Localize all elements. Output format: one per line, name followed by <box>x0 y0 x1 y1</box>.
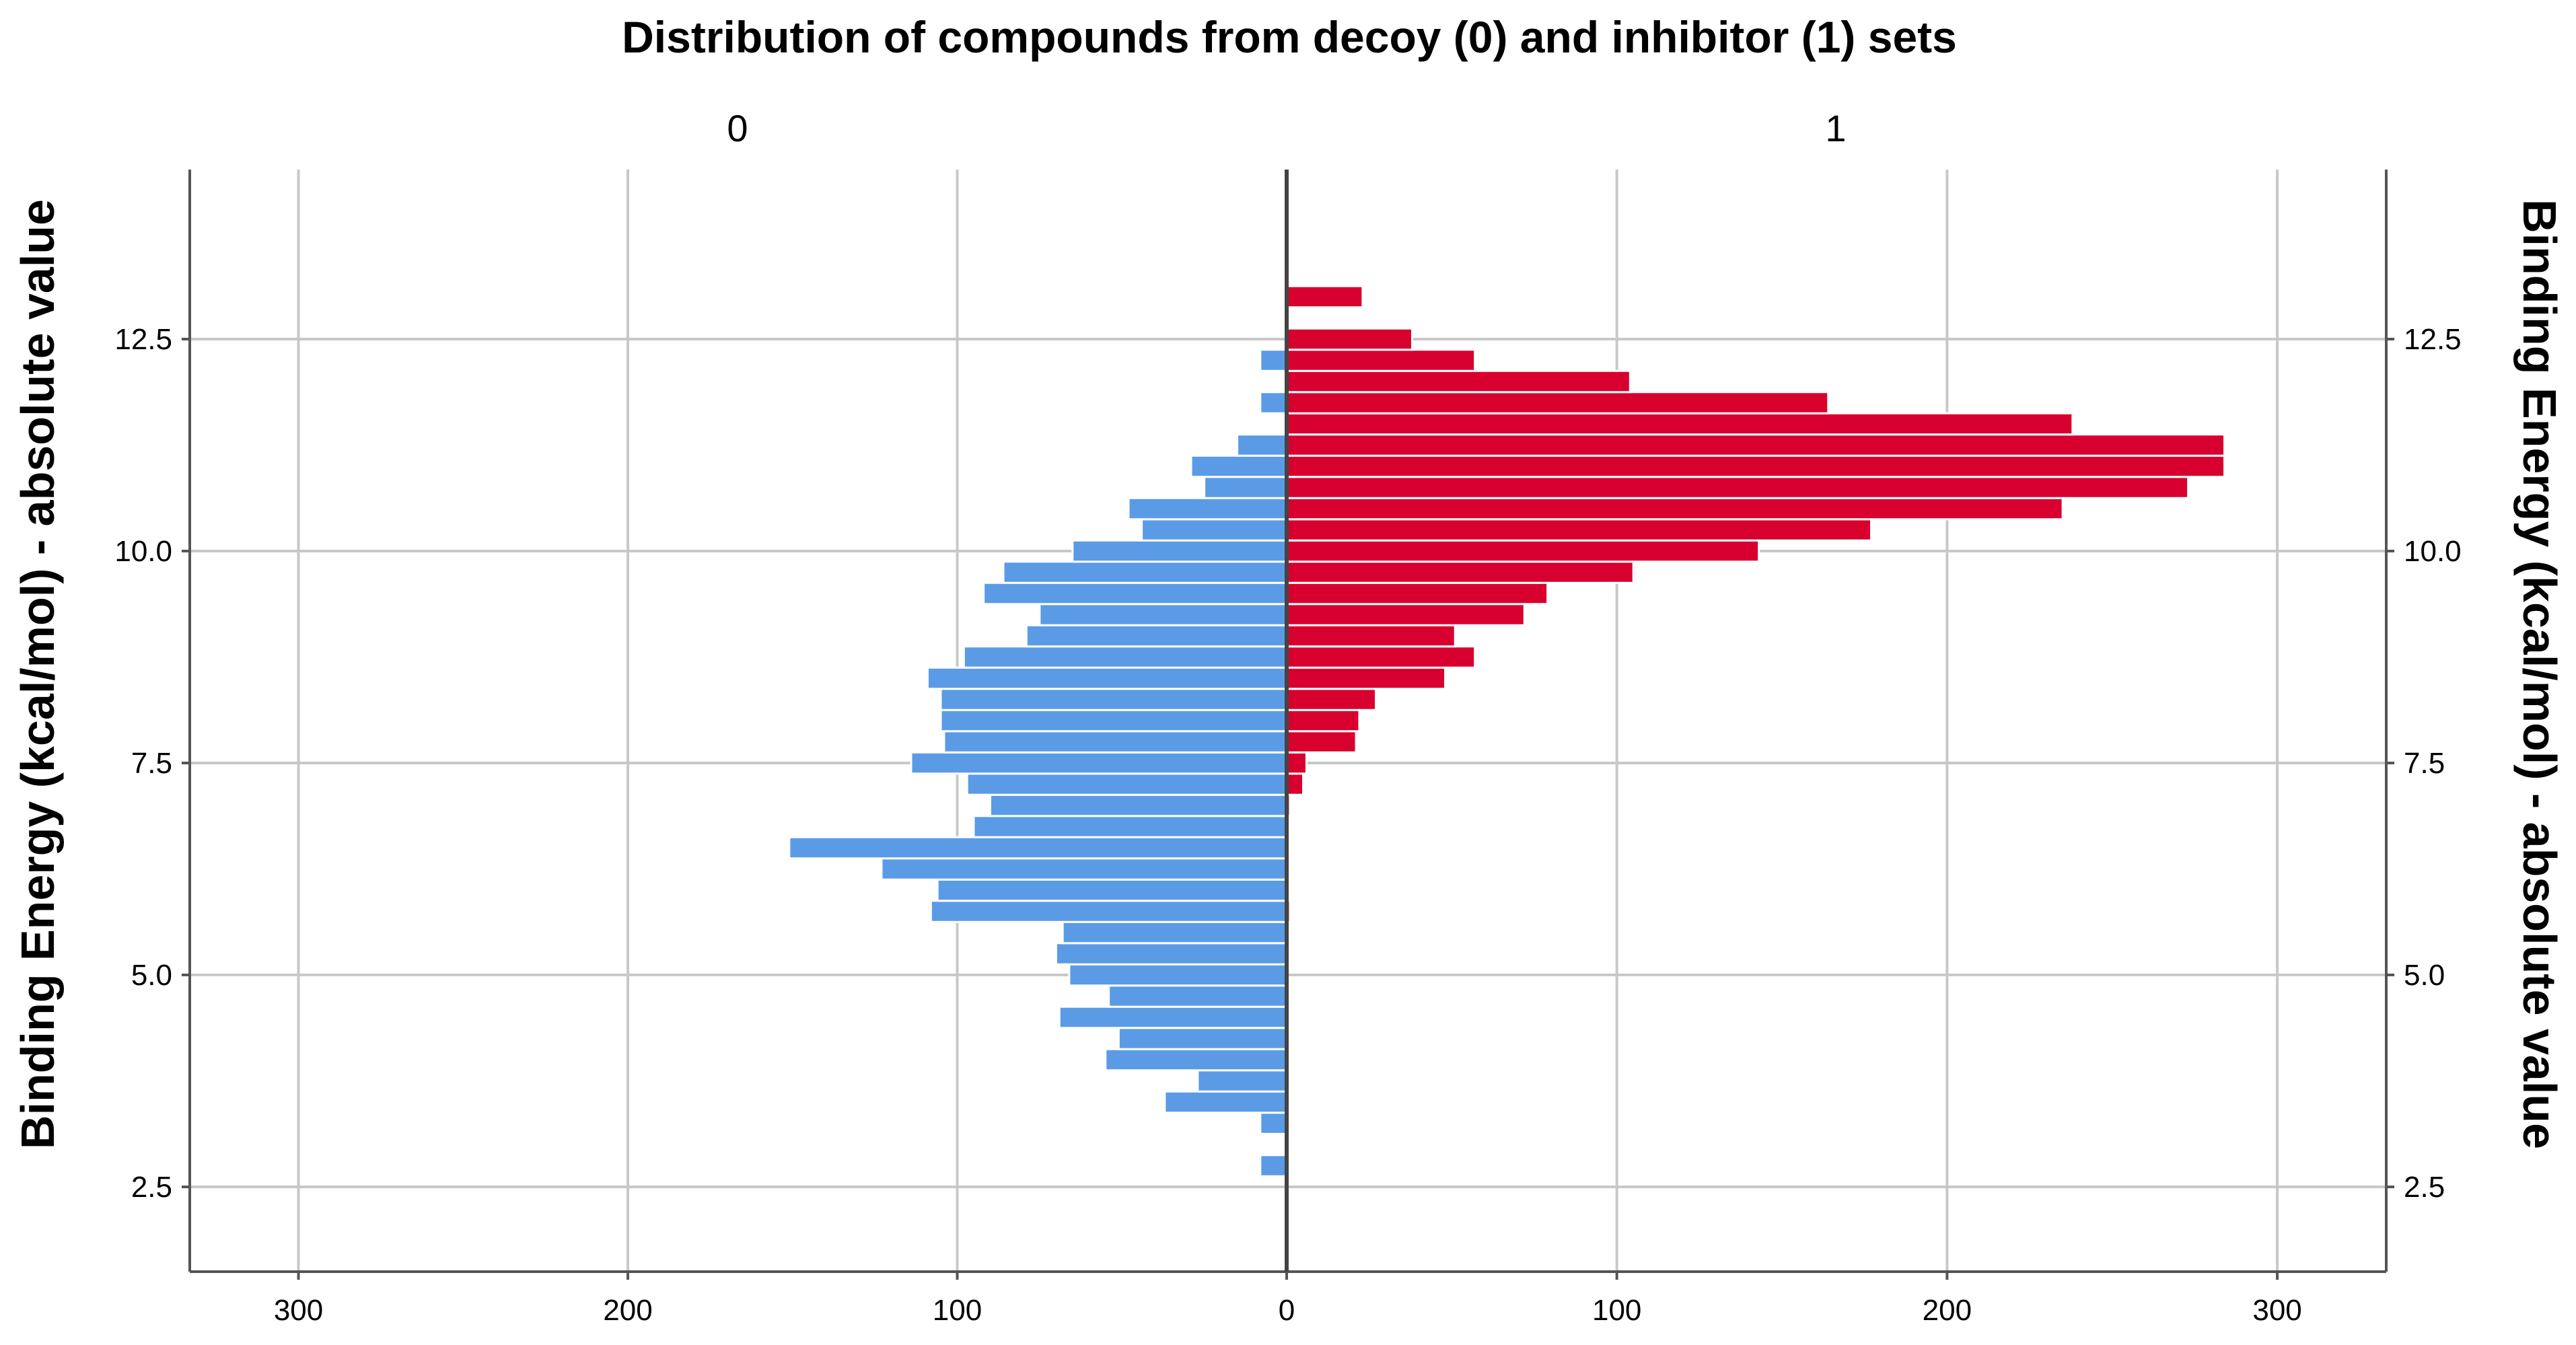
axes-layer: 2.5 2.5 5.0 5.0 7.5 7.5 10.0 10.0 12.5 12.5 300 200… <box>114 170 2462 1327</box>
bar-decoy <box>910 751 1288 775</box>
y-tick-label-right: 12.5 <box>2404 323 2462 356</box>
bar-decoy <box>1025 624 1288 648</box>
bar-decoy <box>936 878 1288 902</box>
y-tick-label-left: 7.5 <box>131 747 172 780</box>
bar-inhibitor <box>1285 476 2190 499</box>
y-tick-label-left: 12.5 <box>114 323 172 356</box>
bar-inhibitor <box>1285 624 1456 648</box>
bar-decoy <box>929 900 1288 923</box>
y-tick-label-right: 10.0 <box>2404 535 2462 568</box>
panel-label-inhibitor: 1 <box>1825 107 1846 149</box>
bar-inhibitor <box>1285 412 2074 436</box>
panel-label-decoy: 0 <box>727 107 748 149</box>
bar-inhibitor <box>1285 369 1631 394</box>
x-tick-label: 200 <box>603 1294 652 1327</box>
bar-decoy <box>1002 560 1288 584</box>
bar-decoy <box>1236 433 1288 457</box>
x-tick-label: 200 <box>1923 1294 1972 1327</box>
bar-decoy <box>962 645 1288 669</box>
bar-decoy <box>939 708 1288 733</box>
bar-inhibitor <box>1285 433 2226 457</box>
bars-layer <box>788 285 2226 1177</box>
bar-inhibitor <box>1285 518 1873 542</box>
bar-decoy <box>982 581 1288 606</box>
y-axis-label-left: Binding Energy (kcal/mol) - absolute val… <box>11 199 64 1149</box>
bar-inhibitor <box>1285 581 1549 606</box>
bar-decoy <box>788 836 1288 860</box>
bar-inhibitor <box>1285 688 1377 711</box>
bar-decoy <box>966 772 1288 796</box>
x-tick-label: 300 <box>2252 1294 2301 1327</box>
bar-decoy <box>1058 1005 1288 1029</box>
x-tick-label: 300 <box>274 1294 323 1327</box>
bar-decoy <box>989 793 1288 817</box>
bar-decoy <box>1259 1154 1288 1177</box>
bar-decoy <box>1259 349 1288 372</box>
bar-decoy <box>1117 1027 1288 1050</box>
bar-inhibitor <box>1285 603 1526 626</box>
bar-decoy <box>926 666 1288 690</box>
bar-decoy <box>880 857 1288 881</box>
bar-inhibitor <box>1285 391 1830 414</box>
bar-decoy <box>939 688 1288 711</box>
x-tick-label: 100 <box>933 1294 982 1327</box>
bar-decoy <box>1068 963 1288 987</box>
y-tick-label-left: 5.0 <box>131 959 172 992</box>
bar-inhibitor <box>1285 772 1305 796</box>
bar-inhibitor <box>1285 645 1476 669</box>
bar-inhibitor <box>1285 666 1447 690</box>
bar-decoy <box>1164 1090 1288 1114</box>
bar-decoy <box>1259 1112 1288 1135</box>
bar-inhibitor <box>1285 327 1413 351</box>
y-axis-label-right: Binding Energy (kcal/mol) - absolute val… <box>2513 199 2566 1149</box>
x-tick-label: 100 <box>1592 1294 1641 1327</box>
bar-inhibitor <box>1285 454 2226 478</box>
y-tick-label-right: 5.0 <box>2404 959 2445 992</box>
bar-decoy <box>1196 1069 1288 1093</box>
bar-inhibitor <box>1285 497 2064 521</box>
bar-decoy <box>1259 391 1288 414</box>
bar-decoy <box>1104 1048 1288 1072</box>
bar-decoy <box>1108 984 1288 1008</box>
chart-title: Distribution of compounds from decoy (0)… <box>622 12 1957 62</box>
bar-decoy <box>1054 942 1288 966</box>
bar-decoy <box>1061 920 1288 945</box>
bar-inhibitor <box>1285 730 1357 754</box>
y-tick-label-left: 2.5 <box>131 1171 172 1204</box>
text-layer: Distribution of compounds from decoy (0)… <box>11 12 2566 1149</box>
bar-decoy <box>1141 518 1288 542</box>
bar-decoy <box>1038 603 1288 626</box>
bar-decoy <box>1127 497 1288 521</box>
bar-inhibitor <box>1285 560 1635 584</box>
y-tick-label-left: 10.0 <box>114 535 172 568</box>
bar-inhibitor <box>1285 751 1308 775</box>
bar-inhibitor <box>1285 285 1364 309</box>
bar-decoy <box>1071 539 1288 563</box>
bar-inhibitor <box>1285 349 1476 372</box>
bar-decoy <box>1203 476 1288 499</box>
bar-decoy <box>1190 454 1288 478</box>
bar-inhibitor <box>1285 708 1361 733</box>
y-tick-label-right: 7.5 <box>2404 747 2445 780</box>
bar-decoy <box>943 730 1288 754</box>
bar-inhibitor <box>1285 539 1760 563</box>
bar-decoy <box>972 815 1288 838</box>
x-tick-label: 0 <box>1279 1294 1295 1327</box>
y-tick-label-right: 2.5 <box>2404 1171 2445 1204</box>
